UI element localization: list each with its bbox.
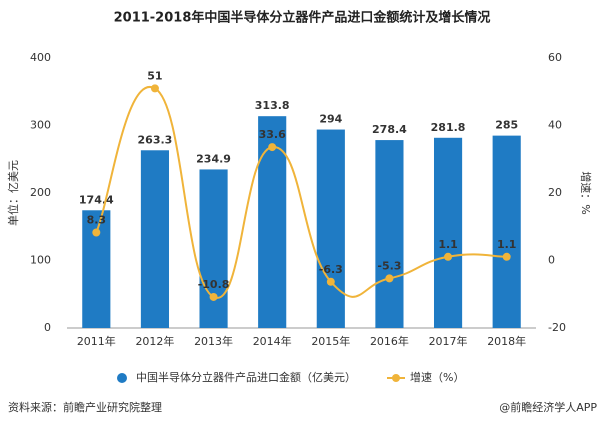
y2-tick-label: -20 bbox=[548, 321, 566, 334]
value-label: 234.9 bbox=[196, 152, 231, 165]
y2-axis-label: 增速：% bbox=[579, 171, 593, 214]
bar bbox=[316, 129, 345, 328]
y2-tick-label: 0 bbox=[548, 254, 555, 267]
growth-point bbox=[444, 252, 453, 261]
x-tick-label: 2017年 bbox=[429, 334, 468, 348]
x-tick-label: 2013年 bbox=[194, 334, 233, 348]
value-label: -6.3 bbox=[319, 263, 343, 276]
growth-point bbox=[385, 274, 394, 283]
legend-marker bbox=[117, 373, 127, 383]
value-label: 278.4 bbox=[372, 123, 407, 136]
y2-tick-label: 20 bbox=[548, 186, 562, 199]
value-label: 1.1 bbox=[497, 238, 517, 251]
y2-tick-label: 60 bbox=[548, 51, 562, 64]
value-label: 1.1 bbox=[438, 238, 458, 251]
growth-point bbox=[502, 252, 511, 261]
y-tick-label: 100 bbox=[30, 254, 51, 267]
value-label: 285 bbox=[495, 119, 518, 132]
bar bbox=[140, 150, 170, 328]
x-tick-label: 2016年 bbox=[370, 334, 409, 348]
growth-point bbox=[326, 277, 335, 286]
value-label: 33.6 bbox=[259, 128, 286, 141]
bar bbox=[82, 210, 111, 328]
x-tick-label: 2012年 bbox=[135, 334, 174, 348]
bar bbox=[199, 169, 228, 328]
x-tick-label: 2011年 bbox=[77, 334, 116, 348]
value-label: 8.3 bbox=[87, 213, 107, 226]
value-label: 294 bbox=[319, 113, 342, 126]
bar bbox=[375, 140, 404, 328]
x-tick-label: 2014年 bbox=[253, 334, 292, 348]
source: 资料来源：前瞻产业研究院整理 bbox=[8, 400, 162, 414]
y-tick-label: 400 bbox=[30, 51, 51, 64]
legend-marker bbox=[392, 374, 400, 382]
x-tick-label: 2015年 bbox=[311, 334, 350, 348]
value-label: -5.3 bbox=[377, 259, 401, 272]
y-tick-label: 0 bbox=[44, 321, 51, 334]
value-label: 281.8 bbox=[431, 121, 466, 134]
y-tick-label: 200 bbox=[30, 186, 51, 199]
bar bbox=[492, 135, 521, 328]
value-label: 263.3 bbox=[138, 133, 173, 146]
y-axis-label: 单位：亿美元 bbox=[6, 160, 20, 226]
value-label: 51 bbox=[147, 69, 162, 82]
growth-point bbox=[209, 292, 218, 301]
credit: @前瞻经济学人APP bbox=[499, 400, 597, 414]
legend-label: 增速（%） bbox=[410, 370, 464, 384]
growth-point bbox=[150, 84, 159, 93]
value-label: -10.8 bbox=[198, 278, 230, 291]
y2-tick-label: 40 bbox=[548, 119, 562, 132]
growth-point bbox=[92, 228, 101, 237]
value-label: 313.8 bbox=[255, 99, 290, 112]
bar bbox=[433, 137, 463, 328]
chart-title: 2011-2018年中国半导体分立器件产品进口金额统计及增长情况 bbox=[114, 10, 491, 26]
growth-point bbox=[268, 143, 277, 152]
legend-label: 中国半导体分立器件产品进口金额（亿美元） bbox=[136, 370, 356, 384]
y-tick-label: 300 bbox=[30, 119, 51, 132]
x-tick-label: 2018年 bbox=[487, 334, 526, 348]
value-label: 174.4 bbox=[79, 193, 114, 206]
